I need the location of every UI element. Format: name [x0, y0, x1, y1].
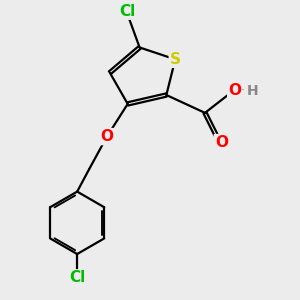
Text: O: O	[215, 135, 228, 150]
Text: Cl: Cl	[120, 4, 136, 19]
Text: H: H	[247, 84, 259, 98]
Text: O: O	[228, 83, 241, 98]
Text: S: S	[170, 52, 181, 67]
Text: ·: ·	[241, 84, 245, 97]
Text: O: O	[100, 129, 113, 144]
Text: Cl: Cl	[69, 270, 85, 285]
